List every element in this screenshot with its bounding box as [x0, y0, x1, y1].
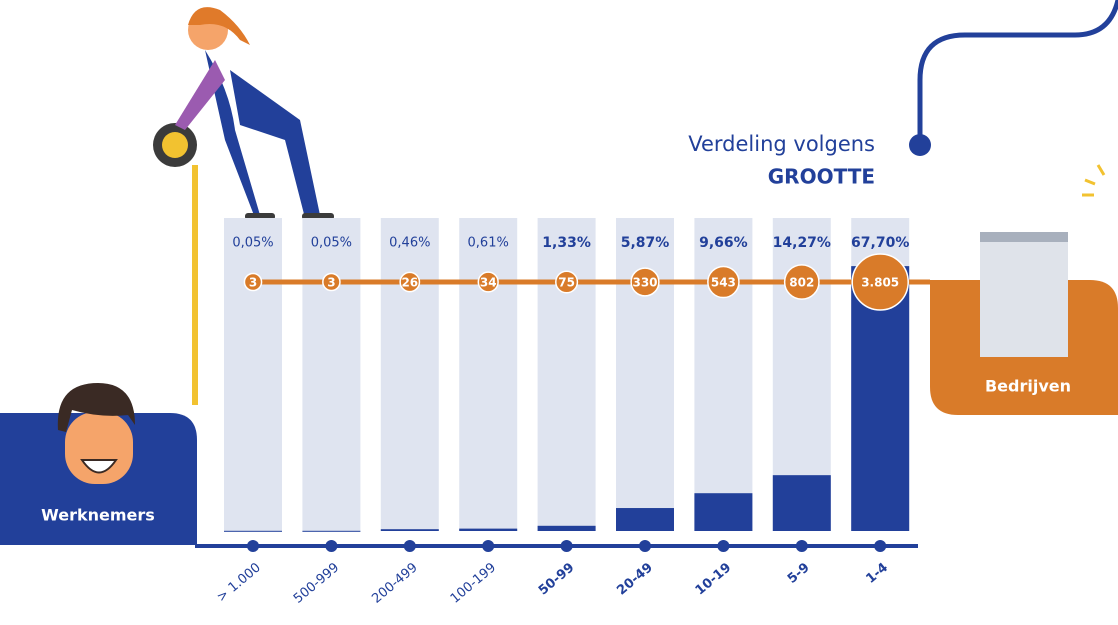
bar: [537, 525, 596, 531]
count-bubble: [555, 270, 579, 294]
count-label: 34: [480, 276, 497, 290]
x-tick-label: 1-4: [863, 560, 891, 587]
bar-background: [694, 218, 753, 531]
bar-value-label: 0,05%: [311, 236, 352, 251]
x-tick-label: 100-199: [448, 560, 499, 606]
bar-value-label: 67,70%: [851, 235, 909, 251]
count-bubble: [851, 253, 909, 311]
count-bubble: [707, 265, 740, 299]
chart-title: Verdeling volgens: [688, 132, 875, 156]
x-tick-label: 500-999: [291, 560, 342, 606]
axis-dot: [247, 540, 259, 552]
bar-background: [224, 218, 282, 531]
bar-background: [616, 218, 674, 531]
bar: [694, 493, 753, 531]
count-bubble: [630, 267, 660, 297]
decor-dot: [909, 134, 931, 156]
x-tick-label: > 1.000: [214, 560, 264, 605]
building: [980, 232, 1068, 357]
count-label: 75: [558, 276, 575, 290]
bar: [302, 530, 361, 532]
bar: [380, 529, 439, 531]
axis-dot: [482, 540, 495, 552]
decor-rays: [1082, 164, 1106, 197]
decor-curve: [917, 0, 1118, 145]
chart-title-emphasis: GROOTTE: [768, 165, 875, 189]
count-label: 3: [327, 276, 335, 290]
axis-dot: [639, 540, 651, 552]
bar-value-label: 0,46%: [389, 236, 430, 251]
bar-value-label: 0,61%: [468, 236, 509, 251]
count-bubble: [399, 271, 421, 293]
bar-value-label: 0,05%: [232, 236, 273, 251]
count-label: 3: [249, 276, 257, 290]
count-label: 802: [789, 276, 814, 290]
count-label: 330: [632, 276, 657, 290]
bar: [616, 508, 674, 531]
axis-dot: [874, 540, 887, 552]
bar: [772, 475, 831, 531]
count-bubble: [783, 264, 820, 300]
woman-figure: [153, 7, 334, 405]
bar-value-label: 9,66%: [699, 235, 748, 251]
count-label: 543: [711, 276, 736, 290]
bar: [459, 528, 518, 531]
bar-background: [459, 218, 518, 531]
bar-value-label: 1,33%: [542, 235, 591, 251]
x-tick-label: 200-499: [369, 560, 420, 606]
axis-dot: [560, 540, 573, 552]
x-tick-label: 50-99: [536, 560, 577, 598]
bar-value-label: 5,87%: [621, 235, 670, 251]
series-label: Bedrijven: [985, 377, 1071, 396]
x-tick-label: 10-19: [693, 560, 734, 598]
bar: [224, 530, 282, 532]
axis-dot: [403, 540, 416, 552]
axis-dot: [795, 540, 808, 552]
count-bubble: [243, 272, 263, 292]
axis-dot: [717, 540, 730, 552]
count-label: 3.805: [861, 276, 899, 290]
x-tick-label: 5-9: [785, 560, 813, 587]
man-head: [57, 383, 135, 484]
x-label: Werknemers: [41, 506, 155, 525]
bar-background: [380, 218, 439, 531]
x-tick-label: 20-49: [614, 560, 655, 598]
bar-background: [302, 218, 361, 531]
count-bubble: [477, 271, 499, 293]
bar-value-label: 14,27%: [773, 235, 831, 251]
bar-background: [537, 218, 596, 531]
count-bubble: [322, 272, 341, 292]
count-label: 26: [401, 276, 418, 290]
axis-dot: [325, 540, 338, 552]
